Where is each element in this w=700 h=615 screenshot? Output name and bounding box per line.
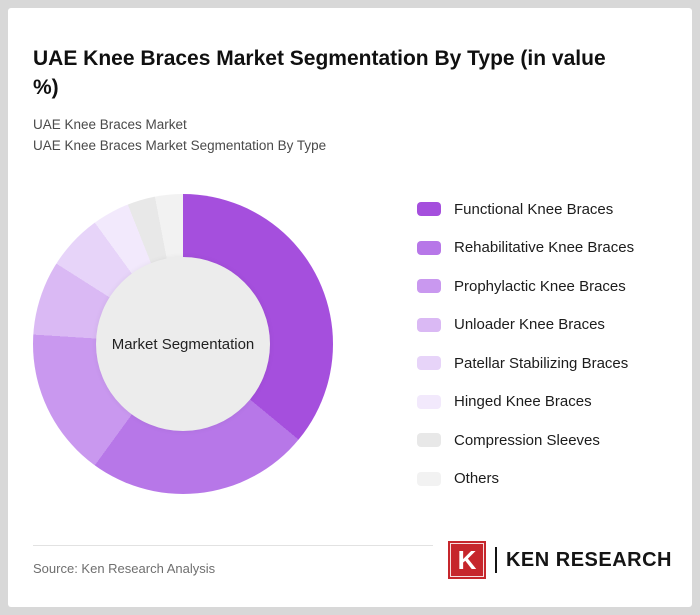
legend-item: Patellar Stabilizing Braces [417, 352, 634, 374]
legend: Functional Knee Braces Rehabilitative Kne… [417, 198, 634, 490]
legend-swatch [417, 394, 441, 409]
footer-divider [33, 545, 433, 546]
legend-label: Patellar Stabilizing Braces [454, 354, 629, 372]
legend-swatch [417, 356, 441, 370]
legend-swatch [417, 471, 441, 486]
logo-brand-text: KEN RESEARCH [505, 548, 672, 571]
legend-label: Hinged Knee Braces [454, 393, 592, 410]
legend-label: Compression Sleeves [454, 431, 600, 449]
legend-item: Compression Sleeves [417, 429, 634, 451]
legend-item: Others [417, 468, 634, 490]
legend-label: Prophylactic Knee Braces [454, 277, 626, 295]
donut-hole: Market Segmentation [96, 257, 270, 431]
legend-swatch [417, 433, 441, 447]
legend-label: Functional Knee Braces [454, 200, 614, 218]
donut-chart: Market Segmentation [33, 194, 333, 494]
chart-card: UAE Knee Braces Market Segmentation By T… [8, 8, 692, 607]
legend-label: Unloader Knee Braces [454, 316, 605, 333]
logo-k-icon: K [447, 541, 486, 579]
donut-center-label: Market Segmentation [111, 335, 255, 353]
ken-research-logo: K KEN RESEARCH [447, 539, 672, 581]
legend-label: Rehabilitative Knee Braces [454, 239, 635, 256]
subtitle-line-1: UAE Knee Braces Market [33, 117, 187, 132]
legend-swatch [417, 279, 441, 293]
subtitle-line-2: UAE Knee Braces Market Segmentation By T… [33, 138, 327, 153]
legend-swatch [417, 317, 441, 332]
legend-item: Unloader Knee Braces [417, 314, 634, 336]
logo-divider [494, 547, 497, 573]
subtitle-block: UAE Knee Braces Market UAE Knee Braces M… [33, 114, 326, 156]
legend-label: Others [454, 470, 500, 487]
page-title: UAE Knee Braces Market Segmentation By T… [33, 47, 606, 100]
legend-item: Hinged Knee Braces [417, 391, 634, 413]
source-text: Source: Ken Research Analysis [33, 561, 216, 576]
legend-swatch [417, 240, 441, 255]
legend-swatch [417, 202, 441, 216]
legend-item: Prophylactic Knee Braces [417, 275, 634, 297]
legend-item: Functional Knee Braces [417, 198, 634, 220]
legend-item: Rehabilitative Knee Braces [417, 237, 634, 259]
